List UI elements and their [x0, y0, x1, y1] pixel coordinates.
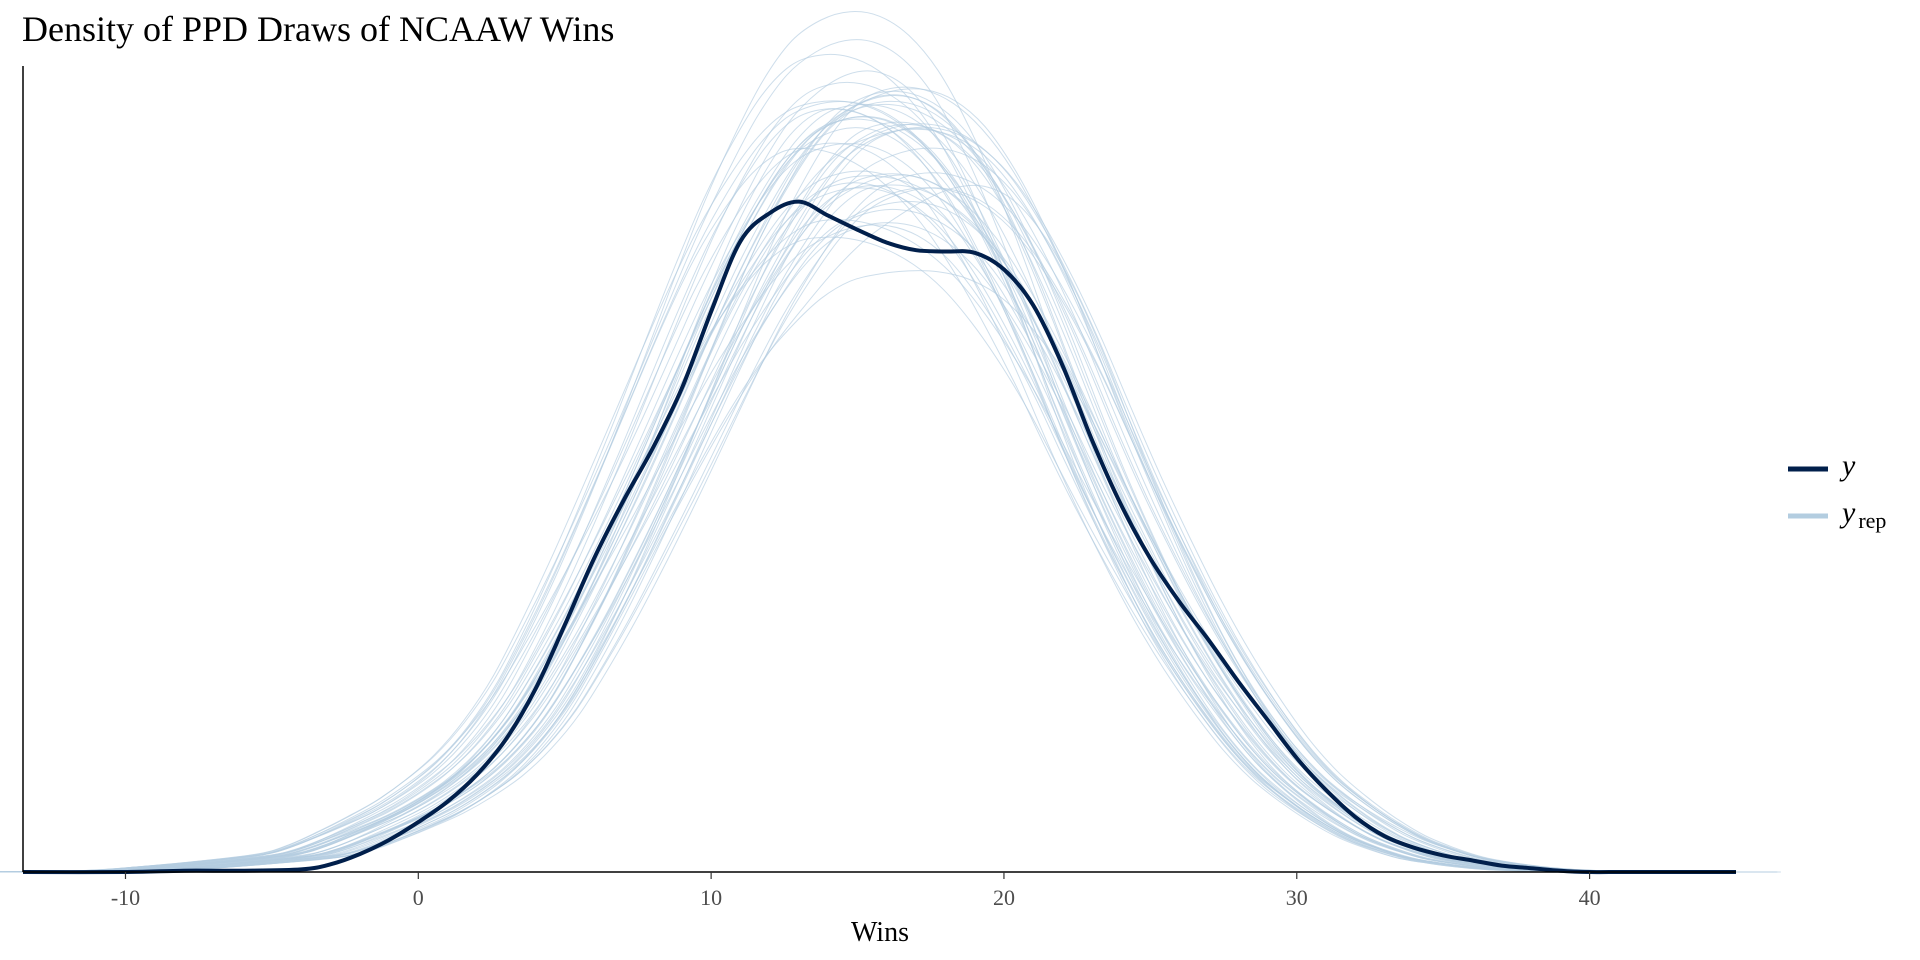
replicate-line-26: [43, 173, 1757, 873]
replicate-line-6: [63, 187, 1777, 873]
replicate-line-40: [14, 94, 1728, 873]
replicate-line-35: [25, 201, 1739, 873]
replicate-line-11: [11, 118, 1725, 873]
replicate-line-42: [33, 123, 1747, 873]
replicate-line-8: [0, 100, 1694, 873]
legend: y y rep: [1788, 449, 1886, 533]
replicate-line-43: [29, 185, 1743, 873]
replicate-density-lines: [0, 11, 1781, 873]
observed-density-line: [22, 199, 1736, 875]
replicate-line-21: [0, 142, 1691, 873]
replicate-line-2: [0, 100, 1694, 873]
replicate-line-50: [0, 224, 1708, 873]
replicate-line-3: [7, 182, 1721, 873]
replicate-line-7: [61, 184, 1775, 873]
x-tick-label: 10: [700, 885, 722, 910]
replicate-line-37: [58, 123, 1772, 873]
x-axis-ticks: -10 0 10 20 30 40: [111, 872, 1601, 910]
replicate-line-5: [57, 184, 1771, 873]
replicate-line-38: [0, 116, 1712, 873]
replicate-line-16: [30, 175, 1744, 873]
replicate-line-13: [64, 187, 1778, 873]
replicate-line-30: [0, 81, 1711, 873]
replicate-line-49: [0, 142, 1705, 873]
replicate-line-41: [20, 100, 1734, 873]
replicate-line-48: [39, 128, 1753, 873]
replicate-line-17: [14, 108, 1728, 873]
x-tick-label: 40: [1579, 885, 1601, 910]
replicate-line-19: [50, 121, 1764, 873]
x-tick-label: -10: [111, 885, 140, 910]
replicate-line-33: [32, 90, 1746, 873]
replicate-line-15: [0, 187, 1711, 873]
chart-title: Density of PPD Draws of NCAAW Wins: [22, 9, 614, 49]
replicate-line-12: [25, 222, 1739, 873]
replicate-line-23: [63, 126, 1777, 873]
x-tick-label: 0: [413, 885, 424, 910]
replicate-line-44: [32, 88, 1746, 873]
replicate-line-47: [6, 219, 1720, 873]
legend-label-y: y: [1839, 449, 1856, 482]
replicate-line-31: [18, 103, 1732, 873]
x-tick-label: 20: [993, 885, 1015, 910]
replicate-line-1: [0, 53, 1699, 873]
replicate-line-18: [42, 103, 1756, 873]
replicate-line-46: [0, 147, 1690, 873]
replicate-line-9: [41, 127, 1755, 873]
replicate-line-36: [0, 11, 1700, 873]
replicate-line-34: [0, 236, 1705, 873]
replicate-line-24: [67, 172, 1781, 873]
replicate-line-28: [20, 174, 1734, 873]
replicate-line-20: [36, 208, 1750, 873]
replicate-line-39: [44, 270, 1758, 873]
x-axis-title: Wins: [851, 917, 909, 948]
replicate-line-29: [59, 147, 1773, 873]
observed-line: [22, 199, 1736, 875]
x-tick-label: 30: [1286, 885, 1308, 910]
replicate-line-14: [0, 108, 1703, 873]
replicate-line-32: [6, 170, 1720, 873]
legend-label-yrep: y rep: [1839, 496, 1886, 533]
